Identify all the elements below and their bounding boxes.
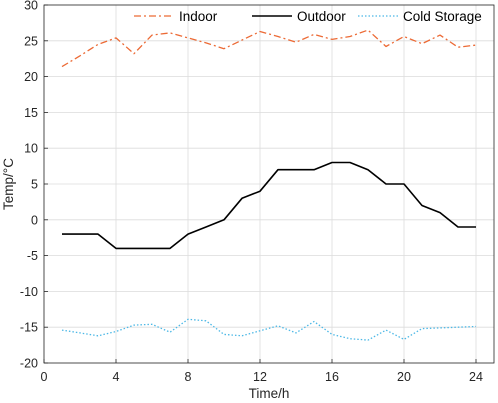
x-tick-label: 4 — [113, 370, 120, 384]
ticks: 0 4 8 12 16 20 24 -20 -15 -10 -5 0 5 10 15 20 25 30 — [20, 0, 483, 384]
y-axis-label: Temp/°C — [1, 158, 16, 210]
x-tick-label: 8 — [185, 370, 192, 384]
y-tick-label: 5 — [31, 178, 38, 192]
series-layer — [61, 29, 477, 341]
y-tick-label: -10 — [20, 285, 38, 299]
y-tick-label: -5 — [27, 249, 38, 263]
x-tick-label: 24 — [469, 370, 483, 384]
y-tick-label: 20 — [24, 70, 38, 84]
x-tick-label: 20 — [397, 370, 411, 384]
y-tick-label: 10 — [24, 142, 38, 156]
y-tick-label: 25 — [24, 34, 38, 48]
y-tick-label: -20 — [20, 357, 38, 371]
y-tick-label: 0 — [31, 213, 38, 227]
series-line-1 — [62, 161, 476, 250]
y-tick-label: -15 — [20, 321, 38, 335]
x-tick-label: 12 — [253, 370, 267, 384]
x-tick-label: 0 — [41, 370, 48, 384]
y-tick-label: 30 — [24, 0, 38, 13]
series-line-2 — [61, 318, 477, 341]
series-line-0 — [61, 29, 477, 68]
legend-label-0: Indoor — [179, 9, 218, 24]
legend: Indoor Outdoor Cold Storage — [134, 9, 482, 24]
y-tick-label: 15 — [24, 106, 38, 120]
x-tick-label: 16 — [325, 370, 339, 384]
legend-label-2: Cold Storage — [403, 9, 482, 24]
x-axis-label: Time/h — [249, 386, 290, 401]
legend-label-1: Outdoor — [297, 9, 346, 24]
